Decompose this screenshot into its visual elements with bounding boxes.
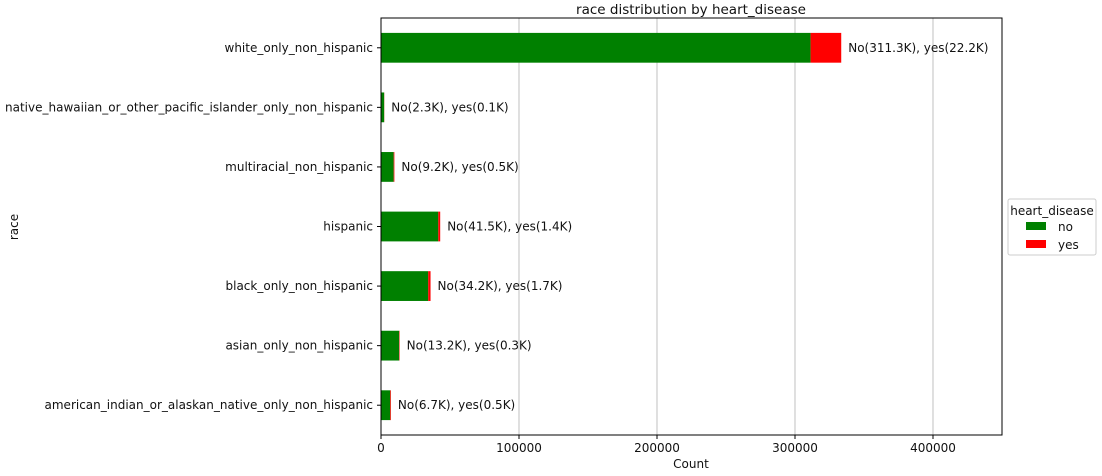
data-label: No(311.3K), yes(22.2K) (848, 41, 988, 55)
y-tick-label: white_only_non_hispanic (225, 41, 373, 55)
x-tick-label: 400000 (910, 441, 956, 455)
bar-no-american_indian_or_alaskan_native_only_non_hispanic (381, 390, 391, 421)
bar-no-white_only_non_hispanic (381, 32, 811, 63)
data-label: No(34.2K), yes(1.7K) (438, 279, 563, 293)
y-tick-label: hispanic (323, 220, 373, 234)
bar-no-asian_only_non_hispanic (381, 330, 400, 361)
data-label: No(13.2K), yes(0.3K) (407, 339, 532, 353)
y-tick-label: multiracial_non_hispanic (225, 160, 373, 174)
y-tick-label: american_indian_or_alaskan_native_only_n… (45, 398, 373, 412)
bar-no-native_hawaiian_or_other_pacific_islander_only_non_hispanic (381, 92, 385, 123)
x-axis-title: Count (673, 457, 709, 471)
gridlines (518, 18, 934, 435)
y-tick-label: native_hawaiian_or_other_pacific_islande… (5, 100, 373, 114)
legend-label-no: no (1058, 220, 1073, 234)
bar-yes-white_only_non_hispanic (810, 32, 842, 63)
bar-no-multiracial_non_hispanic (381, 152, 394, 182)
bar-yes-american_indian_or_alaskan_native_only_non_hispanic (390, 390, 391, 421)
x-tick-label: 0 (377, 441, 385, 455)
legend-label-yes: yes (1058, 238, 1079, 252)
bar-yes-black_only_non_hispanic (428, 271, 431, 301)
legend-swatch-yes (1026, 240, 1046, 248)
y-tick-label: black_only_non_hispanic (226, 279, 374, 293)
bars (381, 32, 842, 421)
y-tick-label: asian_only_non_hispanic (225, 339, 373, 353)
bar-no-black_only_non_hispanic (381, 271, 429, 301)
data-label: No(6.7K), yes(0.5K) (398, 398, 515, 412)
chart-title: race distribution by heart_disease (576, 2, 806, 18)
x-tick-label: 300000 (772, 441, 818, 455)
data-label: No(2.3K), yes(0.1K) (391, 100, 508, 114)
legend-swatch-no (1026, 222, 1046, 230)
legend: heart_disease no yes (1007, 198, 1097, 256)
y-axis-title: race (7, 214, 21, 240)
legend-title: heart_disease (1010, 204, 1094, 218)
x-tick-label: 100000 (496, 441, 542, 455)
bar-yes-multiracial_non_hispanic (393, 152, 395, 182)
data-label: No(41.5K), yes(1.4K) (447, 220, 572, 234)
x-tick-label: 200000 (634, 441, 680, 455)
bar-no-hispanic (381, 211, 439, 242)
data-labels: No(6.7K), yes(0.5K) No(13.2K), yes(0.3K) N… (391, 41, 988, 412)
data-label: No(9.2K), yes(0.5K) (401, 160, 518, 174)
bar-yes-hispanic (438, 211, 441, 242)
x-axis-ticks: 0 100000 200000 300000 400000 (377, 435, 956, 455)
y-axis-ticks: american_indian_or_alaskan_native_only_n… (5, 41, 381, 412)
